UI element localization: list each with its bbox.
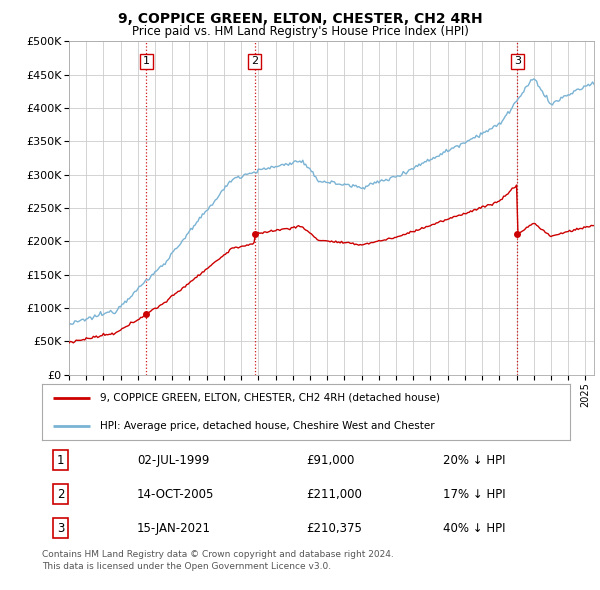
Text: 02-JUL-1999: 02-JUL-1999: [137, 454, 209, 467]
Text: 2: 2: [57, 487, 64, 501]
Text: HPI: Average price, detached house, Cheshire West and Chester: HPI: Average price, detached house, Ches…: [100, 421, 435, 431]
Text: 2: 2: [251, 56, 258, 66]
Text: £210,375: £210,375: [306, 522, 362, 535]
Text: 3: 3: [57, 522, 64, 535]
Text: 40% ↓ HPI: 40% ↓ HPI: [443, 522, 506, 535]
Text: 3: 3: [514, 56, 521, 66]
Text: 17% ↓ HPI: 17% ↓ HPI: [443, 487, 506, 501]
Text: £91,000: £91,000: [306, 454, 355, 467]
Text: Contains HM Land Registry data © Crown copyright and database right 2024.
This d: Contains HM Land Registry data © Crown c…: [42, 550, 394, 571]
Text: 15-JAN-2021: 15-JAN-2021: [137, 522, 211, 535]
Text: £211,000: £211,000: [306, 487, 362, 501]
Text: 9, COPPICE GREEN, ELTON, CHESTER, CH2 4RH: 9, COPPICE GREEN, ELTON, CHESTER, CH2 4R…: [118, 12, 482, 26]
Text: 1: 1: [57, 454, 64, 467]
Text: 20% ↓ HPI: 20% ↓ HPI: [443, 454, 506, 467]
Text: 9, COPPICE GREEN, ELTON, CHESTER, CH2 4RH (detached house): 9, COPPICE GREEN, ELTON, CHESTER, CH2 4R…: [100, 392, 440, 402]
Text: Price paid vs. HM Land Registry's House Price Index (HPI): Price paid vs. HM Land Registry's House …: [131, 25, 469, 38]
Text: 1: 1: [143, 56, 150, 66]
Text: 14-OCT-2005: 14-OCT-2005: [137, 487, 214, 501]
